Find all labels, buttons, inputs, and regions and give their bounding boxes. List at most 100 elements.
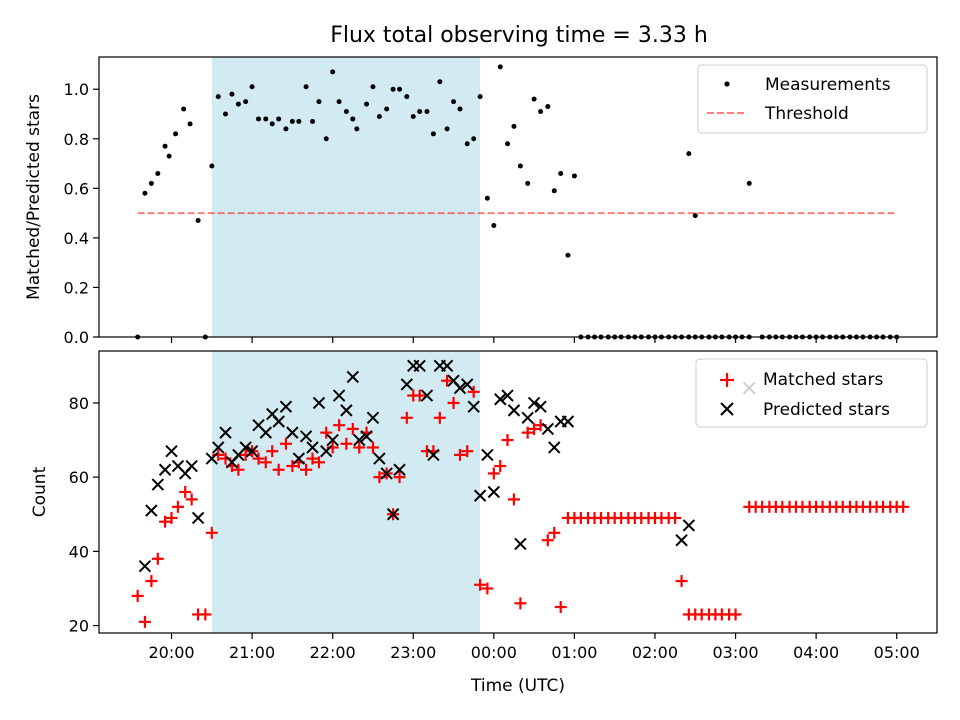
measurement-point [336,99,342,105]
predicted-point [675,534,688,547]
x-tick-label: 04:00 [793,643,839,662]
matched-point [272,463,285,476]
predicted-point [473,489,487,502]
predicted-point [366,411,380,424]
measurement-point [571,173,577,179]
predicted-point [346,370,360,384]
y-tick-label: 0.4 [64,229,89,248]
measurement-point [354,126,360,132]
matched-point [151,552,164,565]
measurement-point [444,126,450,132]
measurement-point [376,113,382,119]
matched-point [447,396,460,409]
predicted-point [332,389,346,402]
matched-point [675,575,688,588]
matched-point [232,463,245,476]
matched-point [159,515,172,528]
matched-point [441,374,454,387]
matched-point [165,511,178,524]
matched-point [279,437,292,450]
measurement-point [173,131,179,137]
matched-point [185,493,198,506]
measurement-point [209,163,215,169]
measurement-point [283,126,289,132]
measurement-point [384,106,390,112]
bottom-legend: Matched stars Predicted stars [695,358,928,428]
matched-point [554,601,567,614]
predicted-point [259,426,273,439]
predicted-point [353,433,366,447]
predicted-point [548,441,561,454]
legend-matched-marker [720,373,734,387]
predicted-point [306,441,319,454]
measurement-point [511,123,517,129]
predicted-point [151,478,165,491]
predicted-point [279,400,293,413]
matched-point [669,511,682,524]
predicted-point [534,400,547,413]
measurement-point [477,94,483,100]
measurement-point [390,86,396,92]
y-tick-label: 0.0 [64,328,89,347]
predicted-point [326,433,339,447]
y-tick-label: 0.2 [64,278,89,297]
x-tick-label: 21:00 [229,643,275,662]
predicted-point [312,396,326,410]
matched-point [413,389,426,402]
measurement-point [746,180,752,186]
matched-point [521,426,534,439]
measurement-point [404,94,410,100]
x-tick-label: 23:00 [390,643,436,662]
matched-point [897,500,910,513]
predicted-point [212,441,225,454]
measurement-point [330,69,336,75]
predicted-point [453,381,467,395]
matched-point [312,456,325,469]
measurement-point [484,195,490,201]
matched-point [205,526,218,539]
x-tick-label: 22:00 [310,643,356,662]
top-legend-frame [697,64,928,134]
measurement-point [316,99,322,105]
predicted-point [191,511,205,525]
predicted-point [239,441,252,454]
bottom-panel-marks [131,359,910,628]
predicted-point [340,404,353,417]
measurement-point [289,118,295,124]
measurement-point [187,121,193,127]
measurement-point [263,116,269,122]
x-tick-label: 20:00 [148,643,194,662]
y-tick-label: 0.6 [64,179,89,198]
measurement-point [296,118,302,124]
predicted-point [299,430,313,443]
legend-matched-label: Matched stars [763,370,883,390]
matched-point [461,445,474,458]
series-matched-stars [131,374,910,628]
matched-point [145,575,158,588]
y-tick-label: 80 [69,394,89,413]
measurement-point [269,121,275,127]
measurement-point [525,180,531,186]
measurement-point [397,86,403,92]
x-tick-label: 01:00 [551,643,597,662]
matched-point [729,608,742,621]
measurement-point [162,143,168,149]
measurement-point [457,106,463,112]
predicted-point [320,444,333,458]
matched-point [259,456,272,469]
predicted-point [165,444,178,458]
measurement-point [370,84,376,90]
measurement-point [323,136,329,142]
x-tick-label: 05:00 [874,643,920,662]
y-tick-label: 20 [69,617,89,636]
measurement-point [256,116,262,122]
predicted-point [494,393,507,406]
measurement-point [142,190,148,196]
measurement-point [551,188,557,194]
predicted-point [292,452,306,465]
measurement-point [410,113,416,119]
measurement-point [471,136,477,142]
predicted-point [245,444,259,458]
measurement-point [692,213,698,219]
